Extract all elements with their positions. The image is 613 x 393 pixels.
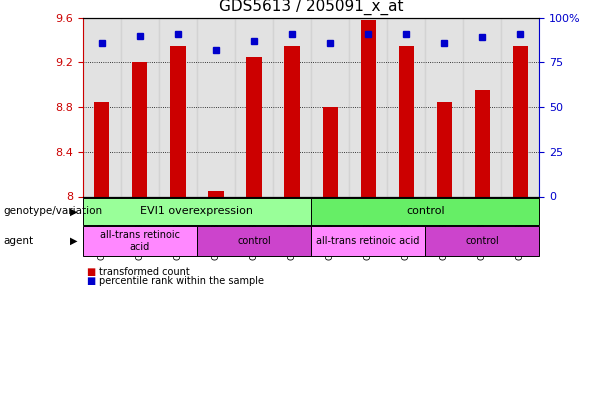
Bar — [513, 46, 528, 196]
Text: ■: ■ — [86, 266, 95, 277]
Bar — [197, 18, 235, 196]
Bar — [94, 101, 109, 196]
Bar — [463, 18, 501, 196]
Bar — [132, 62, 148, 196]
Bar — [170, 46, 186, 196]
Bar — [501, 18, 539, 196]
Text: ■: ■ — [86, 276, 95, 286]
Text: ▶: ▶ — [70, 236, 77, 246]
Bar — [425, 18, 463, 196]
Bar — [246, 57, 262, 196]
Text: genotype/variation: genotype/variation — [3, 206, 102, 217]
Bar — [349, 18, 387, 196]
Text: control: control — [406, 206, 444, 217]
Bar — [273, 18, 311, 196]
Bar — [208, 191, 224, 196]
Text: control: control — [237, 236, 271, 246]
Text: control: control — [465, 236, 499, 246]
Bar — [311, 18, 349, 196]
Bar — [159, 18, 197, 196]
Bar — [284, 46, 300, 196]
Bar — [360, 20, 376, 196]
Title: GDS5613 / 205091_x_at: GDS5613 / 205091_x_at — [219, 0, 403, 15]
Text: percentile rank within the sample: percentile rank within the sample — [99, 276, 264, 286]
Text: EVI1 overexpression: EVI1 overexpression — [140, 206, 253, 217]
Bar — [387, 18, 425, 196]
Bar — [235, 18, 273, 196]
Bar — [436, 101, 452, 196]
Bar — [121, 18, 159, 196]
Bar — [398, 46, 414, 196]
Text: all-trans retinoic acid: all-trans retinoic acid — [316, 236, 420, 246]
Bar — [322, 107, 338, 196]
Text: agent: agent — [3, 236, 33, 246]
Bar — [83, 18, 121, 196]
Text: ▶: ▶ — [70, 206, 77, 217]
Bar — [474, 90, 490, 196]
Text: all-trans retinoic
acid: all-trans retinoic acid — [100, 230, 180, 252]
Text: transformed count: transformed count — [99, 266, 190, 277]
